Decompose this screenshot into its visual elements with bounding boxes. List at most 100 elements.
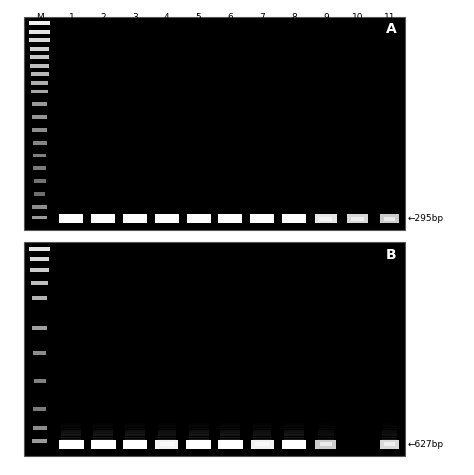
Bar <box>32 296 47 300</box>
Bar <box>318 426 334 427</box>
Bar <box>62 430 82 432</box>
Bar <box>318 439 334 441</box>
Bar <box>93 432 113 434</box>
Bar <box>125 423 145 425</box>
Bar <box>160 442 173 446</box>
Bar <box>253 428 271 429</box>
Bar <box>255 217 269 221</box>
Bar <box>31 89 48 94</box>
Text: ←627bp: ←627bp <box>408 440 444 449</box>
Bar <box>223 442 238 446</box>
Text: B: B <box>386 248 397 262</box>
Bar <box>382 432 397 434</box>
Bar <box>380 214 399 223</box>
Bar <box>33 426 46 430</box>
Bar <box>29 21 50 25</box>
Bar <box>93 428 113 429</box>
Bar <box>93 426 113 427</box>
Bar <box>93 437 113 438</box>
Bar <box>123 214 147 223</box>
Bar <box>62 423 82 425</box>
Text: 9: 9 <box>323 13 328 22</box>
Bar <box>220 426 240 427</box>
Bar <box>318 437 334 438</box>
Text: 3: 3 <box>132 13 138 22</box>
Bar <box>34 179 46 183</box>
Bar <box>128 217 142 221</box>
Bar <box>251 440 273 449</box>
Bar <box>253 439 271 441</box>
Bar <box>315 214 337 223</box>
Bar <box>287 442 301 446</box>
Bar <box>220 437 240 438</box>
Bar <box>284 432 304 434</box>
Bar <box>32 115 47 119</box>
Bar <box>287 217 301 221</box>
Bar <box>125 426 145 427</box>
Text: ←295bp: ←295bp <box>408 214 444 223</box>
Bar <box>29 38 50 42</box>
Bar <box>32 216 47 219</box>
Bar <box>284 428 304 429</box>
Bar <box>220 430 240 432</box>
Bar <box>315 440 336 449</box>
Bar <box>284 423 304 425</box>
Bar <box>282 440 306 449</box>
Bar <box>189 428 209 429</box>
Bar <box>191 442 206 446</box>
Text: 6: 6 <box>228 13 233 22</box>
Bar <box>189 432 209 434</box>
Bar <box>64 442 79 446</box>
Bar <box>62 432 82 434</box>
Bar <box>125 434 145 436</box>
Bar <box>318 434 334 436</box>
Bar <box>30 47 49 51</box>
Bar <box>284 439 304 441</box>
Bar <box>34 379 46 383</box>
Bar <box>318 423 334 425</box>
Bar <box>125 428 145 429</box>
Bar <box>158 434 176 436</box>
Bar <box>31 72 48 76</box>
Bar <box>30 268 49 272</box>
Bar <box>59 214 83 223</box>
Bar <box>223 217 237 221</box>
Bar <box>62 439 82 441</box>
Bar <box>32 205 47 209</box>
Bar <box>318 430 334 432</box>
Bar <box>220 423 240 425</box>
Bar <box>189 430 209 432</box>
Bar <box>32 128 47 132</box>
Bar <box>158 426 176 427</box>
Bar <box>319 442 332 446</box>
Bar <box>382 426 397 427</box>
Bar <box>220 428 240 429</box>
Bar <box>160 217 174 221</box>
Text: 11: 11 <box>383 13 395 22</box>
Bar <box>33 166 46 171</box>
Bar <box>59 440 84 449</box>
Bar <box>382 430 397 432</box>
Bar <box>158 439 176 441</box>
Text: 8: 8 <box>291 13 297 22</box>
Bar <box>29 247 50 251</box>
Bar <box>96 217 110 221</box>
Bar <box>253 423 271 425</box>
Bar <box>158 423 176 425</box>
Bar <box>189 439 209 441</box>
Bar <box>158 437 176 438</box>
Bar <box>93 439 113 441</box>
Bar <box>189 426 209 427</box>
Bar <box>30 55 49 59</box>
Bar <box>125 437 145 438</box>
Bar <box>96 442 110 446</box>
Bar <box>24 242 405 456</box>
Bar <box>220 439 240 441</box>
Bar <box>93 434 113 436</box>
Bar <box>253 434 271 436</box>
Bar <box>382 428 397 429</box>
Bar <box>250 214 274 223</box>
Bar <box>347 214 368 223</box>
Text: 7: 7 <box>259 13 265 22</box>
Bar <box>32 102 47 106</box>
